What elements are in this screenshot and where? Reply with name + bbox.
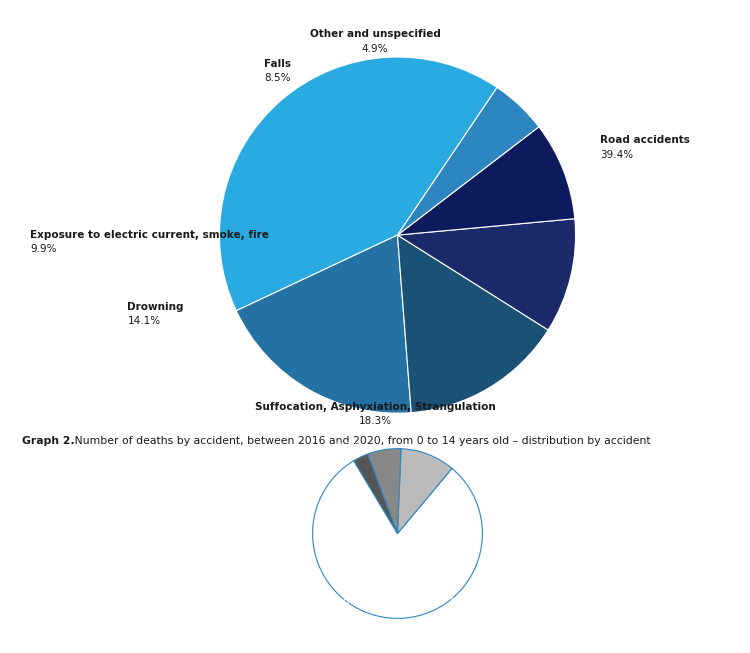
Wedge shape bbox=[220, 57, 497, 311]
Wedge shape bbox=[398, 449, 452, 534]
Text: 9.8%: 9.8% bbox=[116, 502, 142, 513]
Text: Other and unspecified: Other and unspecified bbox=[310, 29, 440, 39]
Wedge shape bbox=[398, 219, 575, 330]
Text: 6%: 6% bbox=[64, 476, 80, 486]
Text: Suffocation, Asphyxiation, Strangulation: Suffocation, Asphyxiation, Strangulation bbox=[254, 402, 495, 411]
Text: Number of deaths by accident, between 2016 and 2020, from 0 to 14 years old – di: Number of deaths by accident, between 20… bbox=[71, 436, 651, 446]
Wedge shape bbox=[398, 127, 574, 235]
Text: Road accidents: Road accidents bbox=[600, 135, 690, 146]
Text: Exposure to electric current, smoke, fire: Exposure to electric current, smoke, fir… bbox=[30, 230, 268, 240]
Text: Graph 3.: Graph 3. bbox=[22, 597, 75, 607]
Text: 39.4%: 39.4% bbox=[600, 150, 633, 160]
Text: Other and unspecified: Other and unspecified bbox=[64, 462, 195, 472]
Text: 75.4%: 75.4% bbox=[596, 528, 629, 539]
Text: 14.1%: 14.1% bbox=[128, 316, 160, 326]
Wedge shape bbox=[368, 449, 401, 534]
Text: 9.9%: 9.9% bbox=[30, 244, 56, 255]
Wedge shape bbox=[354, 454, 398, 534]
Wedge shape bbox=[398, 235, 548, 413]
Text: 2.7%: 2.7% bbox=[335, 442, 362, 452]
Text: 8.5%: 8.5% bbox=[264, 73, 291, 83]
Text: 18.3%: 18.3% bbox=[358, 416, 392, 426]
Text: Falls: Falls bbox=[335, 428, 362, 438]
Text: Road accidents: Road accidents bbox=[596, 514, 686, 524]
Wedge shape bbox=[236, 235, 411, 413]
Wedge shape bbox=[313, 461, 482, 618]
Text: Drowning: Drowning bbox=[116, 488, 172, 498]
Text: Drowning: Drowning bbox=[128, 302, 184, 312]
Text: Falls: Falls bbox=[264, 59, 291, 69]
Text: Graph 2.: Graph 2. bbox=[22, 436, 75, 446]
Text: 4.9%: 4.9% bbox=[362, 44, 388, 54]
Wedge shape bbox=[398, 88, 539, 235]
Text: Number of deaths by accident, between 2016 and 2020, from 15 to 19 years old – d: Number of deaths by accident, between 20… bbox=[71, 597, 608, 607]
Text: accident: accident bbox=[22, 614, 69, 624]
